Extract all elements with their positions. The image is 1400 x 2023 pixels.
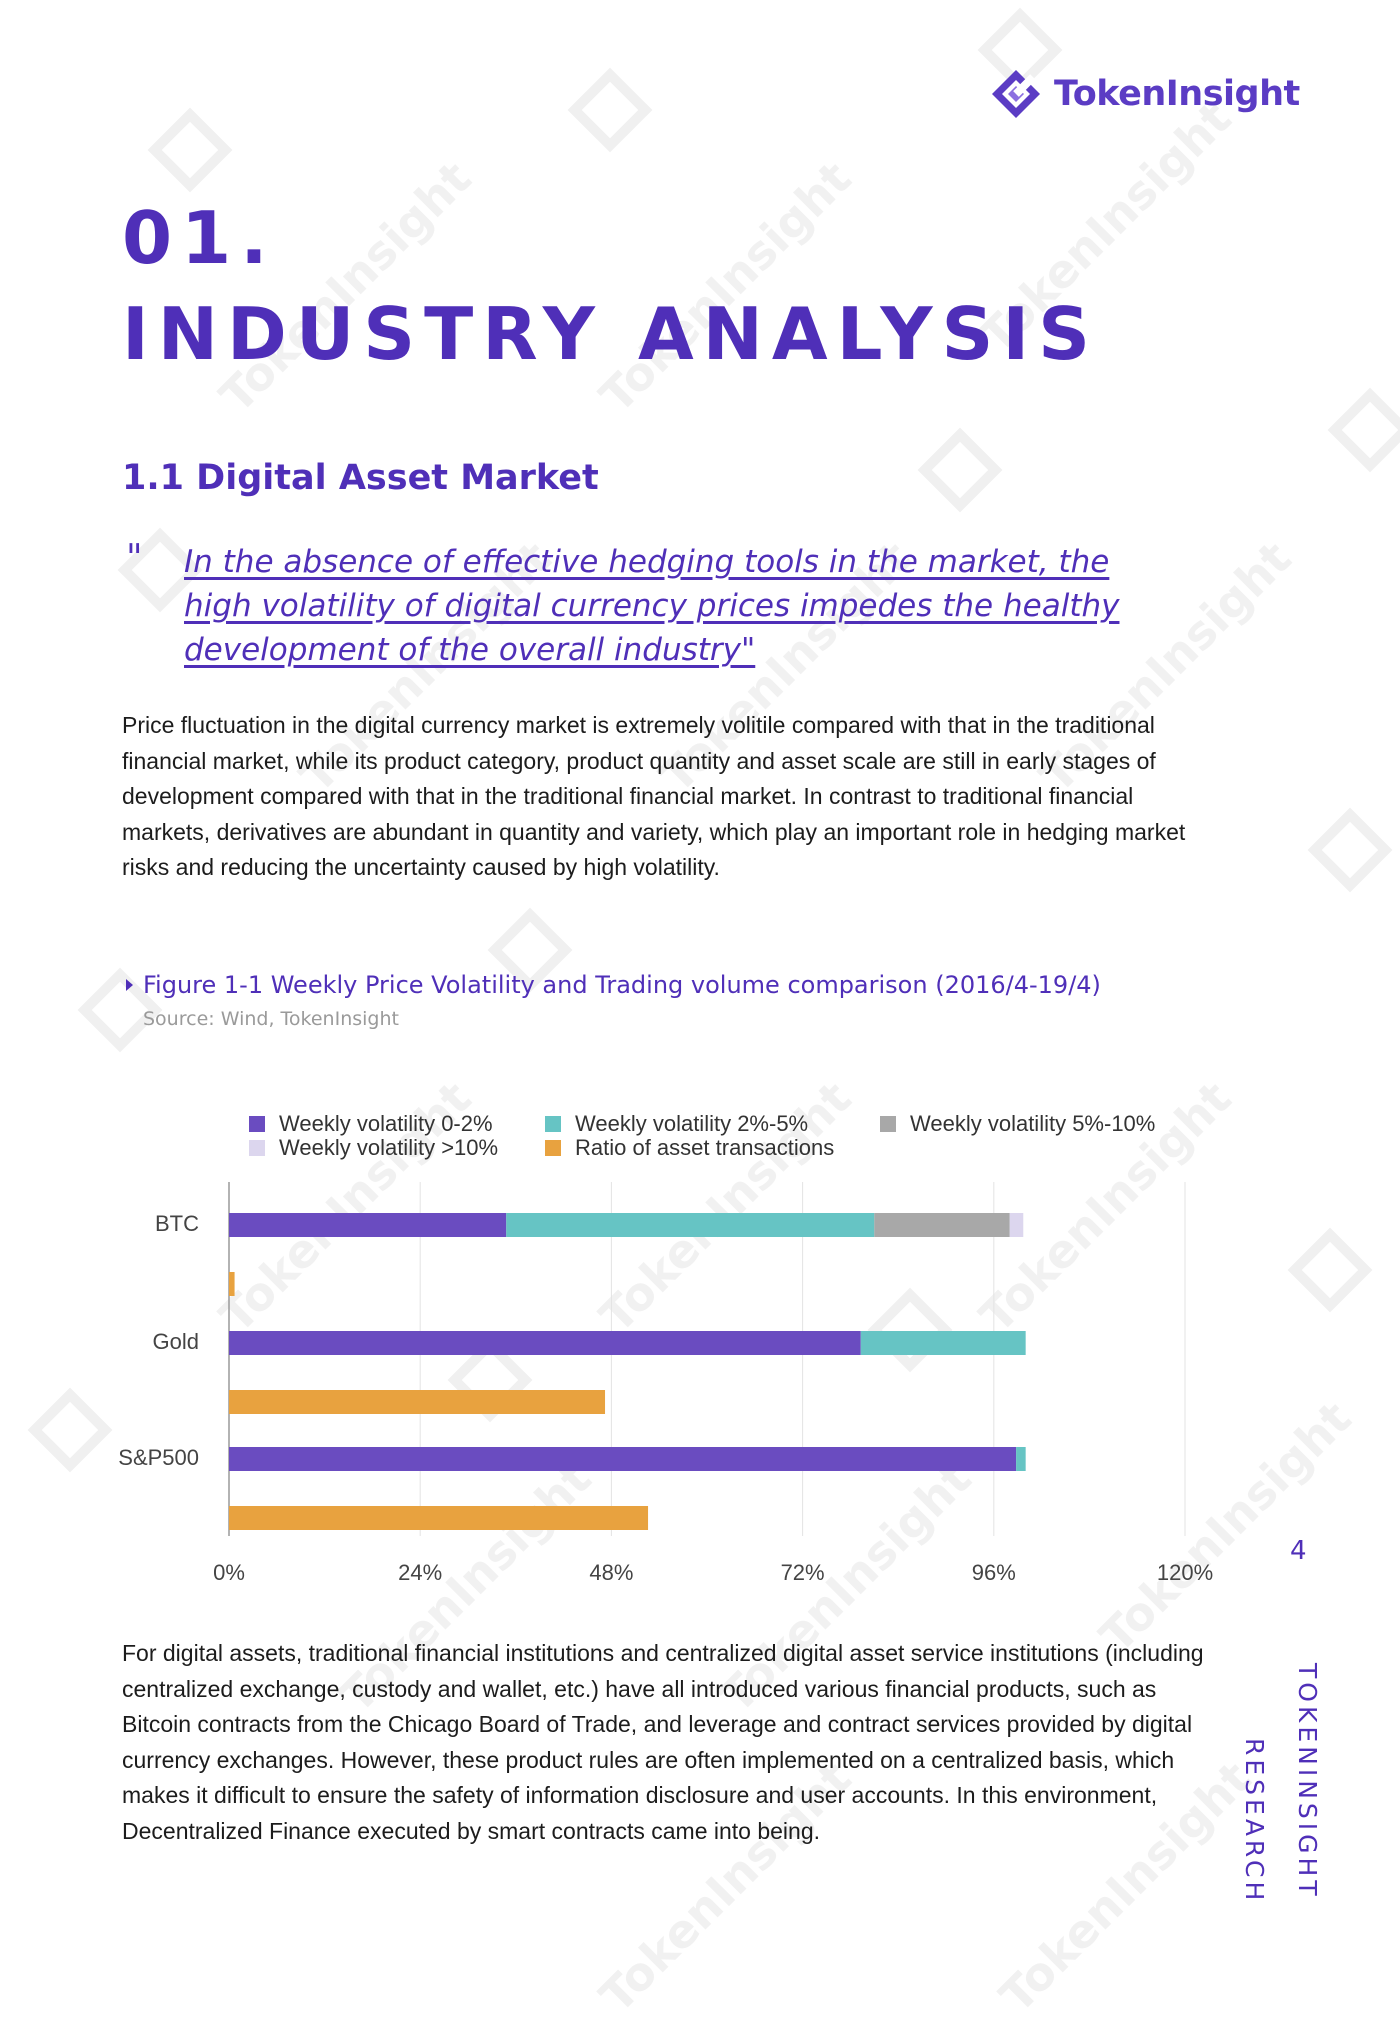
side-label-tokeninsight: TOKENINSIGHT — [1293, 1663, 1322, 1900]
x-tick-label: 24% — [398, 1560, 442, 1585]
quote-mark: " — [126, 538, 143, 579]
chapter-number: 01. — [122, 196, 277, 280]
legend-label: Weekly volatility 2%-5% — [575, 1111, 808, 1136]
brand-name: TokenInsight — [1054, 74, 1300, 114]
transaction-ratio-bar — [229, 1272, 235, 1296]
section-heading: 1.1 Digital Asset Market — [122, 458, 599, 498]
transaction-ratio-bar — [229, 1390, 606, 1414]
volatility-bar-segment — [229, 1213, 507, 1237]
intro-paragraph: Price fluctuation in the digital currenc… — [122, 712, 1186, 880]
legend-swatch — [545, 1116, 561, 1132]
page-number: 4 — [1290, 1536, 1307, 1566]
tokeninsight-logo-icon — [992, 70, 1040, 118]
watermark-logo-icon — [1307, 807, 1393, 893]
watermark-logo-icon — [147, 107, 233, 193]
legend-swatch — [545, 1140, 561, 1156]
legend-label: Weekly volatility 0-2% — [279, 1111, 493, 1136]
side-label-research: RESEARCH — [1240, 1738, 1269, 1905]
legend-label: Ratio of asset transactions — [575, 1135, 834, 1160]
x-tick-label: 0% — [213, 1560, 245, 1585]
figure-source: Source: Wind, TokenInsight — [143, 1008, 399, 1030]
figure-caption-text: Figure 1-1 Weekly Price Volatility and T… — [143, 971, 1101, 999]
figure-caption: Figure 1-1 Weekly Price Volatility and T… — [126, 971, 1101, 999]
chapter-title: INDUSTRY ANALYSIS — [122, 292, 1099, 376]
legend-label: Weekly volatility >10% — [279, 1135, 498, 1160]
x-tick-label: 48% — [589, 1560, 633, 1585]
volatility-bar-segment — [1009, 1213, 1024, 1237]
category-label: S&P500 — [118, 1445, 199, 1470]
transaction-ratio-bar — [229, 1506, 649, 1530]
defi-paragraph: For digital assets, traditional financia… — [122, 1640, 1204, 1844]
watermark-logo-icon — [1327, 387, 1400, 473]
x-tick-label: 96% — [972, 1560, 1016, 1585]
brand-header: TokenInsight — [990, 68, 1300, 120]
x-tick-label: 72% — [781, 1560, 825, 1585]
watermark-logo-icon — [567, 67, 653, 153]
x-tick-label: 120% — [1157, 1560, 1213, 1585]
volatility-bar-segment — [229, 1447, 1017, 1471]
volatility-bar-segment — [874, 1213, 1010, 1237]
category-label: BTC — [155, 1211, 199, 1236]
watermark-logo-icon — [917, 427, 1003, 513]
legend-swatch — [249, 1116, 265, 1132]
volatility-bar-segment — [860, 1331, 1026, 1355]
legend-swatch — [249, 1140, 265, 1156]
legend-label: Weekly volatility 5%-10% — [910, 1111, 1155, 1136]
volatility-bar-segment — [1016, 1447, 1026, 1471]
pull-quote: In the absence of effective hedging tool… — [184, 544, 1120, 668]
watermark-text: TokenInsight — [589, 150, 862, 424]
watermark-text: TokenInsight — [209, 150, 482, 424]
volatility-bar-segment — [506, 1213, 875, 1237]
legend-swatch — [880, 1116, 896, 1132]
volatility-bar-segment — [229, 1331, 861, 1355]
volatility-chart: 0% 24% 48% 72% 96% 120% Weekly volatility 0-2%… — [118, 1111, 1213, 1585]
category-label: Gold — [153, 1329, 199, 1354]
caption-arrow-icon — [126, 979, 133, 991]
